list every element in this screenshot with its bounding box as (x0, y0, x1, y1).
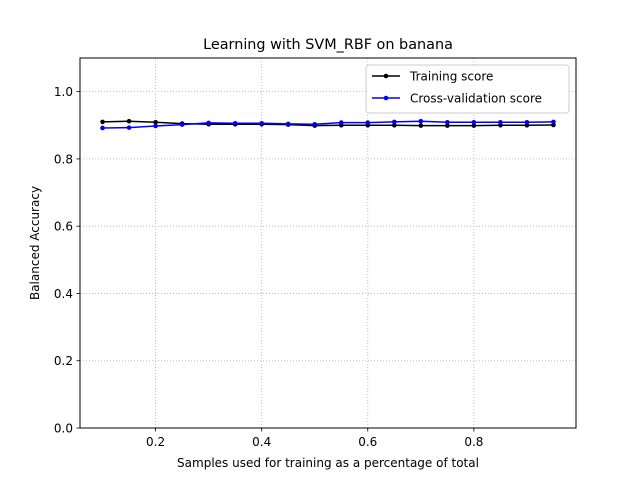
series-line-0 (102, 120, 554, 127)
series-1-point (524, 119, 530, 125)
series-1-point (206, 120, 211, 126)
series-0-point (392, 122, 397, 128)
legend: Training score Cross-validation score (365, 64, 570, 114)
y-tick-label: 1.0 (54, 85, 73, 99)
series-0-point (126, 118, 132, 124)
series-1-point (312, 121, 318, 127)
series-1-point (445, 119, 450, 125)
series-1-point (392, 119, 397, 125)
series-0-point (445, 123, 450, 128)
y-tick-label: 0.2 (54, 354, 73, 368)
legend-box (365, 64, 570, 114)
series-1-point (179, 122, 185, 127)
series-0-point (100, 119, 105, 125)
series-1-point (365, 120, 371, 125)
series-1-point (153, 123, 158, 129)
x-axis-label: Samples used for training as a percentag… (177, 456, 479, 470)
series-1-point (100, 125, 105, 131)
legend-label-training: Training score (409, 70, 493, 84)
series-1-point (471, 119, 477, 125)
y-tick-label: 0.0 (54, 422, 73, 436)
series-0-point (418, 123, 424, 128)
y-tick-label: 0.8 (54, 152, 73, 166)
y-tick-label: 0.6 (54, 220, 73, 234)
legend-label-cv: Cross-validation score (410, 92, 542, 106)
axis-ticks: 0.2 0.4 0.6 0.8 0.0 0.2 0.4 0.6 0.8 1.0 (54, 85, 484, 449)
series-1-point (232, 120, 238, 126)
series-1-point (285, 121, 291, 127)
series-1-point (259, 120, 264, 126)
series-1-point (498, 119, 503, 125)
x-tick-label: 0.8 (464, 435, 483, 449)
series-1-point (126, 125, 132, 130)
legend-marker-cv (383, 95, 389, 101)
y-axis-label: Balanced Accuracy (28, 186, 42, 300)
chart-title: Learning with SVM_RBF on banana (203, 37, 453, 53)
series-0-point (153, 119, 158, 125)
series-line-1 (102, 120, 554, 129)
series-1-point (551, 119, 556, 125)
legend-marker-training (383, 73, 389, 79)
series-layer (100, 118, 556, 131)
plot-area (80, 58, 576, 428)
y-tick-label: 0.4 (54, 287, 73, 301)
series-1-point (338, 120, 344, 125)
x-tick-label: 0.4 (252, 435, 271, 449)
plot-frame (79, 57, 577, 429)
x-tick-label: 0.6 (358, 435, 377, 449)
series-1-point (418, 118, 424, 124)
series-0-point (471, 123, 477, 128)
x-tick-label: 0.2 (146, 435, 165, 449)
